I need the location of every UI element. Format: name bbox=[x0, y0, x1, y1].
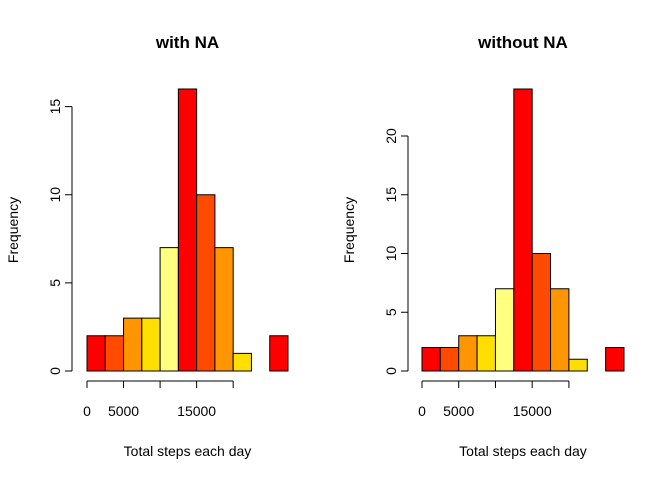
histogram-bar bbox=[104, 335, 125, 372]
histogram-bar bbox=[476, 335, 496, 372]
histogram-bar bbox=[159, 247, 179, 372]
histogram-bar bbox=[123, 317, 143, 372]
histogram-bar bbox=[196, 194, 216, 372]
x-tick-label: 5000 bbox=[443, 403, 474, 419]
y-tick-label: 10 bbox=[47, 187, 63, 203]
x-axis: 0 5000 15000 bbox=[83, 380, 234, 419]
histogram-bar bbox=[232, 352, 252, 372]
histogram-with-na: with NA Total steps each day Frequency 0… bbox=[5, 33, 289, 459]
histogram-bar bbox=[494, 288, 515, 372]
chart-title: with NA bbox=[155, 33, 219, 52]
chart-title: without NA bbox=[477, 33, 568, 52]
histogram-bar bbox=[513, 88, 533, 372]
y-tick-label: 5 bbox=[383, 308, 399, 316]
x-axis-label: Total steps each day bbox=[124, 443, 252, 459]
y-axis-label: Frequency bbox=[341, 197, 357, 263]
histogram-bar bbox=[421, 347, 441, 372]
histogram-bar bbox=[550, 288, 570, 372]
histogram-bar bbox=[214, 247, 234, 372]
y-tick-label: 5 bbox=[47, 279, 63, 287]
histogram-bar bbox=[177, 88, 198, 372]
histogram-bar bbox=[605, 347, 625, 372]
y-tick-label: 20 bbox=[383, 128, 399, 144]
histogram-bar bbox=[86, 335, 106, 372]
bars bbox=[421, 88, 625, 372]
y-tick-label: 0 bbox=[383, 367, 399, 375]
histogram-bar bbox=[141, 317, 161, 372]
x-tick-label: 0 bbox=[83, 403, 91, 419]
y-tick-label: 10 bbox=[383, 246, 399, 262]
histogram-bar bbox=[269, 335, 289, 372]
x-axis-label: Total steps each day bbox=[459, 443, 587, 459]
x-tick-label: 5000 bbox=[108, 403, 139, 419]
histogram-without-na: without NA Total steps each day Frequenc… bbox=[341, 33, 625, 459]
histogram-bar bbox=[458, 335, 478, 372]
histogram-bar bbox=[531, 253, 552, 372]
y-axis: 0 5 10 15 20 bbox=[383, 128, 409, 375]
histogram-bar bbox=[439, 347, 460, 372]
y-tick-label: 15 bbox=[383, 187, 399, 203]
bars bbox=[86, 88, 289, 372]
x-tick-label: 15000 bbox=[513, 403, 552, 419]
y-tick-label: 0 bbox=[47, 367, 63, 375]
x-axis: 0 5000 15000 bbox=[418, 380, 570, 419]
y-tick-label: 15 bbox=[47, 99, 63, 115]
histogram-bar bbox=[568, 358, 588, 372]
y-axis-label: Frequency bbox=[5, 197, 21, 263]
x-tick-label: 0 bbox=[418, 403, 426, 419]
y-axis: 0 5 10 15 bbox=[47, 99, 73, 375]
x-tick-label: 15000 bbox=[177, 403, 216, 419]
